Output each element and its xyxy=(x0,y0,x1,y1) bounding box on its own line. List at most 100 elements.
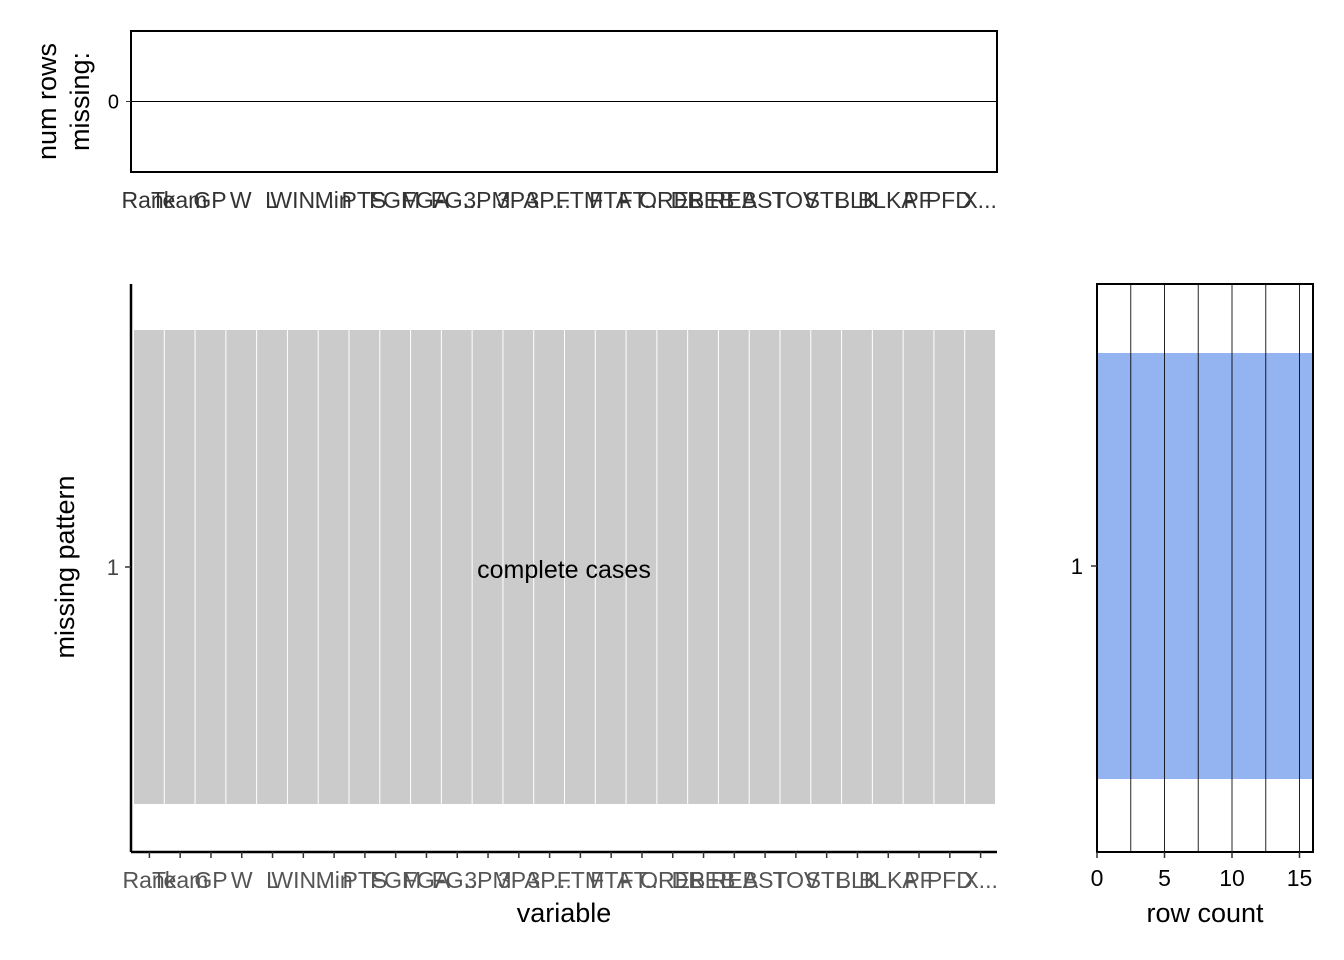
pattern-cell xyxy=(749,330,780,804)
top-x-tick-label: GP xyxy=(193,187,226,213)
pattern-cell xyxy=(318,330,349,804)
main-x-tick-label: DREB xyxy=(672,867,736,893)
main-x-tick-label: Team xyxy=(152,867,208,893)
pattern-cell xyxy=(380,330,411,804)
pattern-cell xyxy=(472,330,503,804)
top-x-tick-label: STL xyxy=(805,187,847,213)
main-x-tick-label: GP xyxy=(194,867,227,893)
pattern-cell xyxy=(534,330,564,804)
top-x-tick-label: Min xyxy=(315,187,352,213)
top-x-tick-label: FGM xyxy=(369,187,420,213)
pattern-cell xyxy=(780,330,811,804)
main-x-tick-label: 3P... xyxy=(527,867,571,893)
top-x-tick-label: FTM xyxy=(556,187,603,213)
right-x-tick-label: 5 xyxy=(1158,865,1171,891)
pattern-cell xyxy=(441,330,472,804)
top-x-tick-label: FGA xyxy=(402,187,450,213)
main-x-tick-label: 3PM xyxy=(464,867,511,893)
top-x-tick-label: FT... xyxy=(619,187,664,213)
pattern-cell xyxy=(411,330,441,804)
pattern-cell xyxy=(226,330,257,804)
main-x-tick-label: Rank xyxy=(123,867,177,893)
right-panel-frame xyxy=(1096,283,1314,853)
main-x-tick-label: X... xyxy=(963,867,998,893)
pattern-cell xyxy=(626,330,657,804)
main-x-tick-label: W xyxy=(231,867,253,893)
main-x-tick-label: FGA xyxy=(403,867,451,893)
row-count-bar xyxy=(1097,353,1313,779)
main-x-tick-label: PFD xyxy=(927,867,973,893)
pattern-cell xyxy=(257,330,287,804)
top-x-tick-label: PTS xyxy=(342,187,387,213)
top-x-tick-label: BLK xyxy=(835,187,879,213)
main-x-tick-label: TOV xyxy=(772,867,820,893)
main-x-tick-label: FG... xyxy=(432,867,483,893)
top-x-tick-label: PF xyxy=(903,187,932,213)
main-x-tick-label: PTS xyxy=(343,867,388,893)
pattern-cell xyxy=(195,330,226,804)
main-x-tick-label: Min xyxy=(316,867,353,893)
main-x-tick-label: BLKA xyxy=(859,867,918,893)
pattern-cell xyxy=(872,330,903,804)
pattern-cell xyxy=(903,330,934,804)
top-x-tick-label: TOV xyxy=(771,187,819,213)
main-x-tick-label: FT... xyxy=(620,867,665,893)
pattern-cell xyxy=(503,330,534,804)
top-x-tick-label: OREB xyxy=(639,187,704,213)
main-x-tick-label: OREB xyxy=(640,867,705,893)
top-y-axis-title-line: missing: xyxy=(65,52,95,151)
pattern-cell xyxy=(595,330,626,804)
top-y-tick-label: 0 xyxy=(108,92,119,114)
main-y-axis-title: missing pattern xyxy=(50,475,80,658)
pattern-cell xyxy=(164,330,195,804)
pattern-cell xyxy=(134,330,164,804)
right-x-tick-label: 10 xyxy=(1219,865,1245,891)
top-x-tick-label: BLKA xyxy=(858,187,917,213)
main-x-axis-title: variable xyxy=(517,898,612,928)
complete-cases-label: complete cases xyxy=(477,556,651,584)
pattern-cell xyxy=(842,330,872,804)
main-x-tick-label: WIN... xyxy=(271,867,335,893)
pattern-cell xyxy=(934,330,965,804)
pattern-cell xyxy=(287,330,318,804)
right-x-tick-label: 0 xyxy=(1091,865,1104,891)
top-x-tick-label: PFD xyxy=(926,187,972,213)
top-x-tick-label: 3PM xyxy=(463,187,510,213)
pattern-cell xyxy=(718,330,749,804)
top-x-tick-label: FTA xyxy=(589,187,631,213)
main-x-tick-label: FTM xyxy=(557,867,604,893)
pattern-cell xyxy=(965,330,995,804)
top-y-axis-title-line: num rows xyxy=(32,43,62,160)
main-x-tick-label: STL xyxy=(806,867,848,893)
main-x-tick-label: 3PA xyxy=(498,867,540,893)
top-x-tick-label: REB xyxy=(710,187,757,213)
pattern-cell xyxy=(349,330,380,804)
top-x-tick-label: FG... xyxy=(431,187,482,213)
main-x-tick-label: REB xyxy=(711,867,758,893)
top-x-tick-label: W xyxy=(230,187,252,213)
top-x-tick-label: WIN... xyxy=(270,187,334,213)
top-x-tick-label: 3PA xyxy=(497,187,539,213)
top-y-axis-title: num rows missing: xyxy=(32,43,95,160)
pattern-cell xyxy=(688,330,718,804)
right-x-tick-label: 15 xyxy=(1287,865,1313,891)
main-x-tick-label: BLK xyxy=(836,867,880,893)
right-y-tick-label: 1 xyxy=(1071,554,1083,579)
top-x-tick-label: DREB xyxy=(671,187,735,213)
pattern-cell xyxy=(565,330,595,804)
top-x-tick-label: X... xyxy=(962,187,997,213)
right-x-axis-title: row count xyxy=(1146,898,1264,928)
top-x-tick-label: L xyxy=(265,187,278,213)
main-x-tick-label: FGM xyxy=(370,867,421,893)
main-x-tick-label: FTA xyxy=(590,867,632,893)
pattern-cell xyxy=(657,330,688,804)
top-x-tick-label: Team xyxy=(151,187,207,213)
main-x-tick-label: AST xyxy=(743,867,788,893)
top-x-tick-label: Rank xyxy=(122,187,176,213)
pattern-cell xyxy=(811,330,842,804)
